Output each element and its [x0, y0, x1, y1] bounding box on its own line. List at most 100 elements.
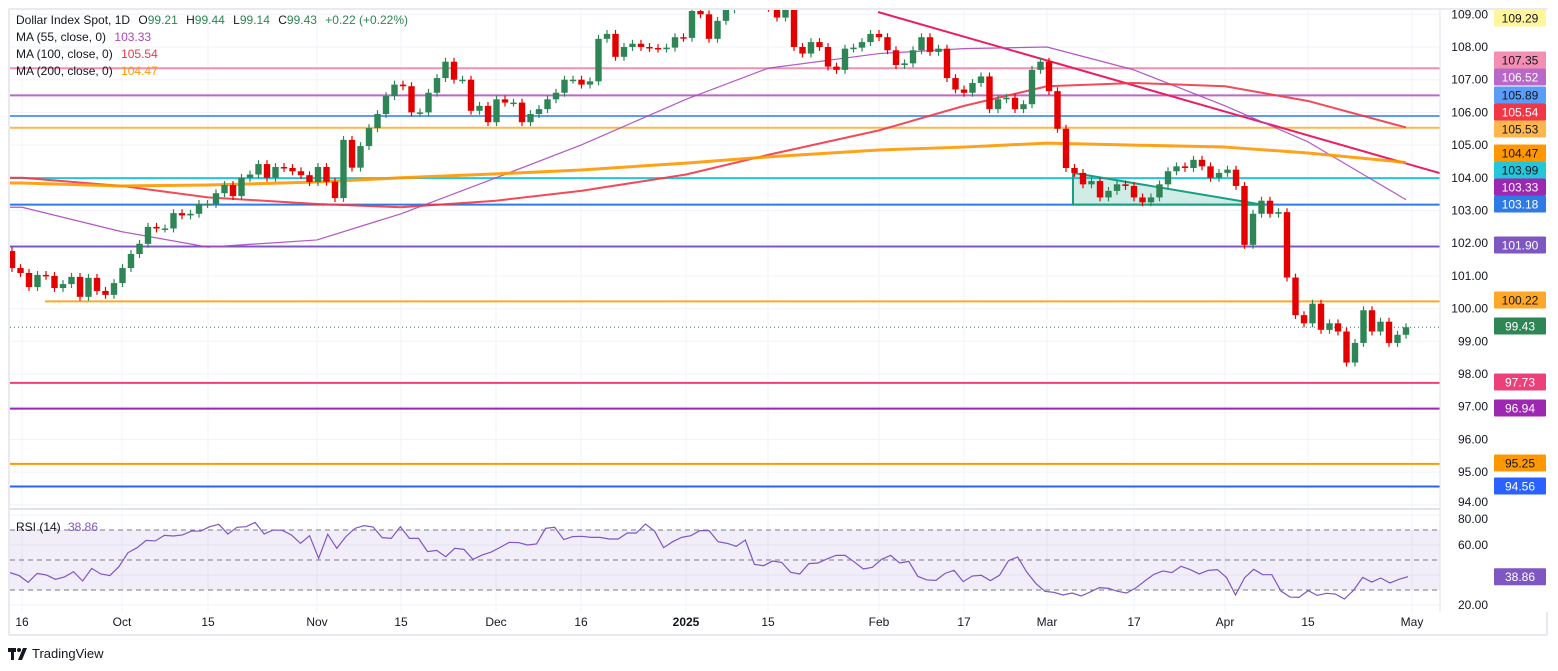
- price-axis[interactable]: 109.00 108.00 107.00 106.00 105.00 104.00 103.…: [1439, 7, 1548, 612]
- candle: [1181, 162, 1189, 172]
- candle: [733, 10, 736, 14]
- rsi-value: 38.86: [68, 520, 98, 534]
- price-tick-label: 107.00: [1451, 73, 1488, 87]
- candle-body: [127, 253, 135, 269]
- candle: [926, 33, 934, 56]
- candle-body: [1402, 327, 1410, 335]
- candle: [824, 43, 832, 71]
- ohlc-high-label: H: [186, 13, 195, 27]
- candle: [1275, 208, 1282, 218]
- candle: [1156, 180, 1163, 202]
- candle-body: [1224, 169, 1231, 173]
- candle-body: [119, 268, 126, 284]
- candle-body: [1368, 310, 1376, 332]
- candle-body: [365, 128, 373, 147]
- candle-body: [671, 37, 679, 48]
- candle: [943, 44, 951, 82]
- candle-body: [161, 228, 169, 230]
- candle: [1300, 311, 1308, 328]
- price-label-94-56: 94.56: [1494, 477, 1546, 495]
- rsi-pane: [10, 521, 1440, 600]
- candle: [374, 110, 381, 133]
- candle-body: [1241, 185, 1248, 245]
- candle-body: [969, 82, 976, 93]
- candle-body: [994, 99, 1002, 110]
- time-tick-label: Mar: [1037, 615, 1058, 629]
- candle-body: [807, 42, 815, 54]
- candle-body: [467, 79, 475, 111]
- candle-body: [170, 213, 177, 229]
- candle-body: [450, 61, 458, 80]
- candle: [314, 163, 322, 186]
- legend-ma100[interactable]: MA (100, close, 0) 105.54: [16, 46, 413, 63]
- candle-body: [272, 167, 279, 178]
- candle: [68, 272, 75, 288]
- candle: [671, 33, 679, 52]
- candle-body: [620, 47, 628, 57]
- candle-body: [867, 33, 874, 43]
- price-label-107-35: 107.35: [1494, 51, 1546, 69]
- candle: [1071, 164, 1078, 177]
- candle-body: [740, 0, 746, 6]
- candle-body: [1258, 200, 1265, 214]
- candle-body: [314, 167, 322, 183]
- candle: [1096, 177, 1104, 202]
- candle-body: [1198, 159, 1206, 167]
- price-label-bg: [1494, 103, 1546, 121]
- candle-body: [331, 181, 339, 199]
- candle: [161, 224, 169, 233]
- candle: [535, 105, 543, 118]
- candle: [1241, 182, 1248, 249]
- candle: [1037, 57, 1044, 74]
- candle-body: [858, 42, 866, 48]
- price-label-text: 94.56: [1505, 480, 1535, 494]
- candle: [212, 189, 220, 208]
- candle: [850, 43, 857, 53]
- price-label-text: 104.47: [1502, 147, 1539, 161]
- price-label-bg: [1494, 317, 1546, 335]
- time-tick-label: Apr: [1216, 615, 1235, 629]
- candle-body: [1283, 212, 1291, 278]
- candle-body: [153, 226, 160, 229]
- candle: [697, 10, 704, 19]
- candle-body: [221, 184, 228, 194]
- price-tick-label: 103.00: [1451, 204, 1488, 218]
- candle-body: [1317, 303, 1325, 330]
- candle: [136, 239, 143, 258]
- price-tick-label: 108.00: [1451, 40, 1488, 54]
- candle: [1173, 162, 1180, 176]
- candle: [1394, 330, 1401, 347]
- candle: [722, 10, 730, 25]
- candle: [705, 10, 713, 43]
- candle-body: [909, 50, 917, 64]
- candle-body: [1045, 61, 1053, 92]
- candle: [892, 46, 900, 69]
- candle-body: [714, 20, 721, 39]
- price-label-bg: [1494, 373, 1546, 391]
- candle: [1139, 193, 1146, 207]
- candle: [1190, 155, 1197, 172]
- candle-body: [399, 84, 407, 87]
- ma200-value: 104.47: [121, 64, 158, 78]
- legend-symbol-row[interactable]: Dollar Index Spot, 1D O99.21 H99.44 L99.…: [16, 12, 413, 29]
- candle-body: [1385, 321, 1393, 343]
- candle: [433, 74, 441, 97]
- candle: [467, 75, 475, 115]
- candle: [909, 46, 917, 68]
- candle-body: [1020, 104, 1027, 110]
- candle: [365, 124, 373, 151]
- candle-body: [603, 33, 611, 39]
- candle-body: [136, 243, 143, 254]
- candle-body: [68, 276, 75, 285]
- legend-ma55[interactable]: MA (55, close, 0) 103.33: [16, 29, 413, 46]
- legend-ma200[interactable]: MA (200, close, 0) 104.47: [16, 63, 413, 80]
- time-axis[interactable]: 16 Oct 15 Nov 15 Dec 16 2025 15 Feb 17 Mar 17 Apr 15 Ma…: [15, 615, 1423, 629]
- candle: [1147, 193, 1155, 207]
- candle: [1232, 165, 1240, 190]
- candle: [969, 79, 976, 97]
- horizontal-levels: [10, 67, 1440, 488]
- candle: [1351, 339, 1359, 367]
- candle: [680, 33, 687, 42]
- price-change: +0.22 (+0.22%): [325, 13, 409, 27]
